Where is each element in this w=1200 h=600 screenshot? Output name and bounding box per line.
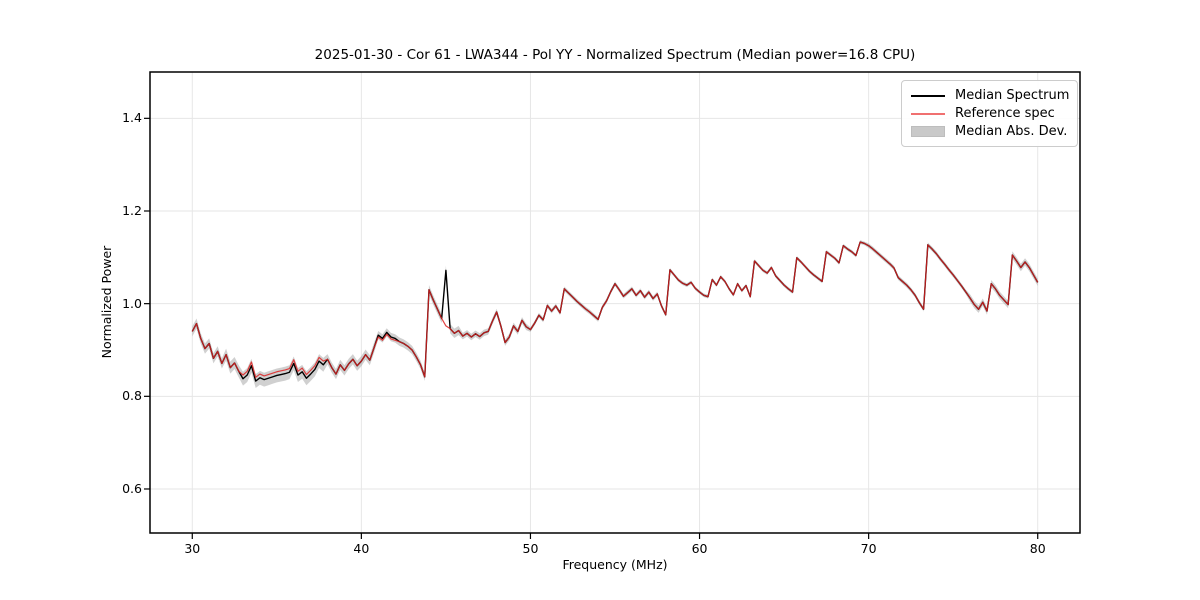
x-tick-label: 50 [522,541,539,556]
legend-patch-swatch-icon [911,126,945,137]
legend-label: Median Spectrum [955,88,1070,103]
legend-label: Median Abs. Dev. [955,124,1068,139]
legend-item: Reference spec [911,105,1068,122]
y-tick-label: 1.2 [122,202,142,218]
y-tick-label: 1.4 [122,110,142,126]
legend-line-swatch-icon [911,94,945,97]
legend-line-swatch-icon [911,112,945,115]
legend-item: Median Abs. Dev. [911,123,1068,140]
x-axis-label: Frequency (MHz) [562,557,668,572]
x-tick-label: 70 [860,541,877,556]
x-tick-label: 40 [353,541,370,556]
legend-label: Reference spec [955,106,1055,121]
y-tick-label: 1.0 [122,295,142,311]
y-tick-label: 0.8 [122,388,142,404]
chart-title: 2025-01-30 - Cor 61 - LWA344 - Pol YY - … [314,47,916,63]
x-tick-label: 60 [691,541,708,556]
legend: Median Spectrum Reference spec Median Abs.… [901,80,1078,147]
y-tick-label: 0.6 [122,480,142,496]
mad-band [192,240,1038,388]
legend-item: Median Spectrum [911,87,1070,104]
axes-spines [149,71,1081,534]
reference-spectrum-line [191,241,1039,378]
x-tick-label: 80 [1029,541,1046,556]
x-tick-label: 30 [184,541,201,556]
